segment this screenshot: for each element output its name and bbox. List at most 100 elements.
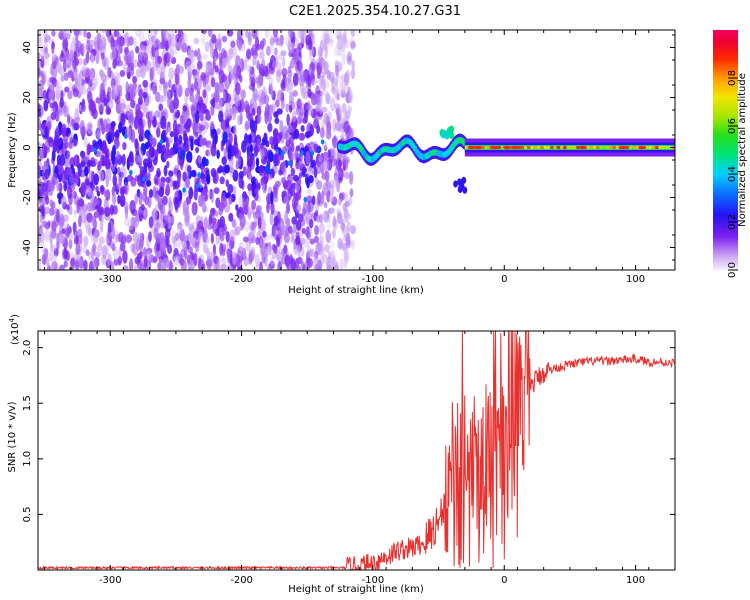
spectrogram-dot	[206, 109, 211, 122]
spectrogram-dot	[43, 146, 50, 154]
tone-line-segment	[592, 146, 596, 149]
spectrogram-dot	[318, 243, 324, 256]
spectrogram-dot	[221, 156, 227, 166]
tone-line-segment	[652, 146, 656, 149]
spectrogram-dot	[73, 209, 78, 216]
spectrogram-dot	[314, 224, 319, 236]
spectrogram-dot	[93, 78, 97, 87]
spectrogram-dot	[133, 37, 137, 48]
spectrogram-dot	[274, 117, 280, 124]
tone-line-segment	[553, 146, 557, 149]
spectrogram-dot	[139, 44, 145, 57]
spectrogram-dot	[67, 133, 74, 142]
spectrogram-dot	[328, 207, 335, 214]
spectrogram-dot	[323, 201, 328, 209]
spectrogram-dot	[276, 89, 283, 102]
tone-line-segment	[550, 146, 554, 149]
spectrogram-dot	[103, 190, 110, 199]
spur-dot	[462, 186, 468, 194]
spectrogram-dot	[182, 129, 187, 142]
spectrogram-dot	[65, 30, 71, 38]
spectrogram-speck	[303, 196, 308, 203]
spectrogram-dot	[113, 131, 120, 138]
tone-line-segment	[596, 146, 600, 149]
spectrogram-dot	[158, 95, 165, 103]
tone-line-segment	[625, 146, 629, 149]
tone-line-segment	[523, 146, 527, 149]
spectrogram-dot	[259, 49, 265, 59]
spectrogram-dot	[143, 207, 148, 221]
tone-line-segment	[464, 146, 468, 149]
spectrogram-dot	[110, 121, 116, 128]
spectrogram-dot	[124, 46, 129, 56]
spectrogram-dot	[120, 199, 125, 208]
spectrogram-dot	[49, 207, 55, 216]
spectrogram-dot	[270, 256, 275, 267]
spectrogram-dot	[156, 167, 161, 178]
tone-line-segment	[632, 146, 636, 149]
spectrogram-dot	[61, 170, 67, 184]
spectrogram-dot	[99, 34, 106, 47]
spectrogram-dot	[287, 74, 292, 83]
spectrogram-dot	[216, 258, 220, 269]
spectrogram-dot	[208, 213, 213, 225]
spectrogram-dot	[251, 133, 256, 142]
spectrogram-dot	[173, 247, 179, 258]
spur-dot	[457, 178, 462, 186]
spectrogram-dot	[249, 144, 254, 154]
spectrogram-dot	[51, 149, 56, 162]
spectrogram-dot	[143, 57, 148, 67]
spectrogram-dot	[85, 249, 90, 256]
spectrogram-dot	[280, 222, 286, 232]
spectrogram-speck	[320, 139, 325, 145]
spectrogram-dot	[295, 145, 301, 152]
spectrogram-dot	[154, 177, 159, 185]
spectrogram-dot	[58, 196, 62, 205]
spectrogram-dot	[218, 96, 223, 107]
spectrogram-dot	[184, 57, 188, 70]
spectrogram-dot	[203, 216, 209, 231]
spectrogram-dot	[78, 198, 85, 207]
spectrogram-dot	[83, 58, 88, 66]
spectrogram-dot	[158, 83, 163, 92]
spectrogram-dot	[86, 159, 93, 167]
spectrogram-dot	[142, 45, 148, 53]
spectrogram-dot	[191, 169, 197, 178]
spectrogram-dot	[193, 202, 198, 212]
spectrogram-dot	[105, 173, 109, 188]
spectrogram-dot	[341, 42, 348, 50]
spectrogram-dot	[323, 38, 327, 52]
spectrogram-dot	[218, 97, 226, 107]
tone-line-segment	[537, 146, 541, 149]
spectrogram-dot	[338, 34, 344, 48]
spectrogram-dot	[156, 141, 163, 154]
spectrogram-dot	[304, 84, 309, 94]
spectrogram-dot	[195, 227, 199, 241]
spectrogram-dot	[289, 92, 294, 106]
spectrogram-dot	[69, 44, 74, 56]
spectrogram-dot	[82, 103, 86, 113]
spectrogram-dot	[260, 242, 266, 256]
spectrogram-dot	[247, 134, 252, 144]
spectrogram-dot	[100, 52, 105, 60]
spectrogram-dot	[326, 257, 332, 266]
spectrogram-dot	[186, 254, 191, 265]
spectrogram-dot	[149, 134, 154, 145]
spectrogram-dot	[289, 186, 296, 197]
spectrogram-dot	[304, 230, 310, 237]
tone-line-segment	[546, 146, 550, 149]
spectrogram-dot	[99, 83, 104, 95]
spectrogram-speck	[310, 150, 315, 156]
spectrogram-dot	[265, 246, 271, 256]
spectrogram-dot	[346, 213, 352, 220]
tone-line-segment	[484, 146, 488, 149]
spectrogram-dot	[314, 77, 320, 84]
spectrogram-dot	[101, 79, 107, 87]
spectrogram-dot	[291, 216, 298, 225]
spectrogram-dot	[344, 39, 349, 49]
spectrogram-dot	[272, 30, 278, 38]
spectrogram-dot	[90, 52, 95, 65]
spectrogram-dot	[328, 39, 335, 47]
spectrogram-speck	[182, 187, 186, 193]
x-tick-label: -300	[99, 274, 122, 285]
